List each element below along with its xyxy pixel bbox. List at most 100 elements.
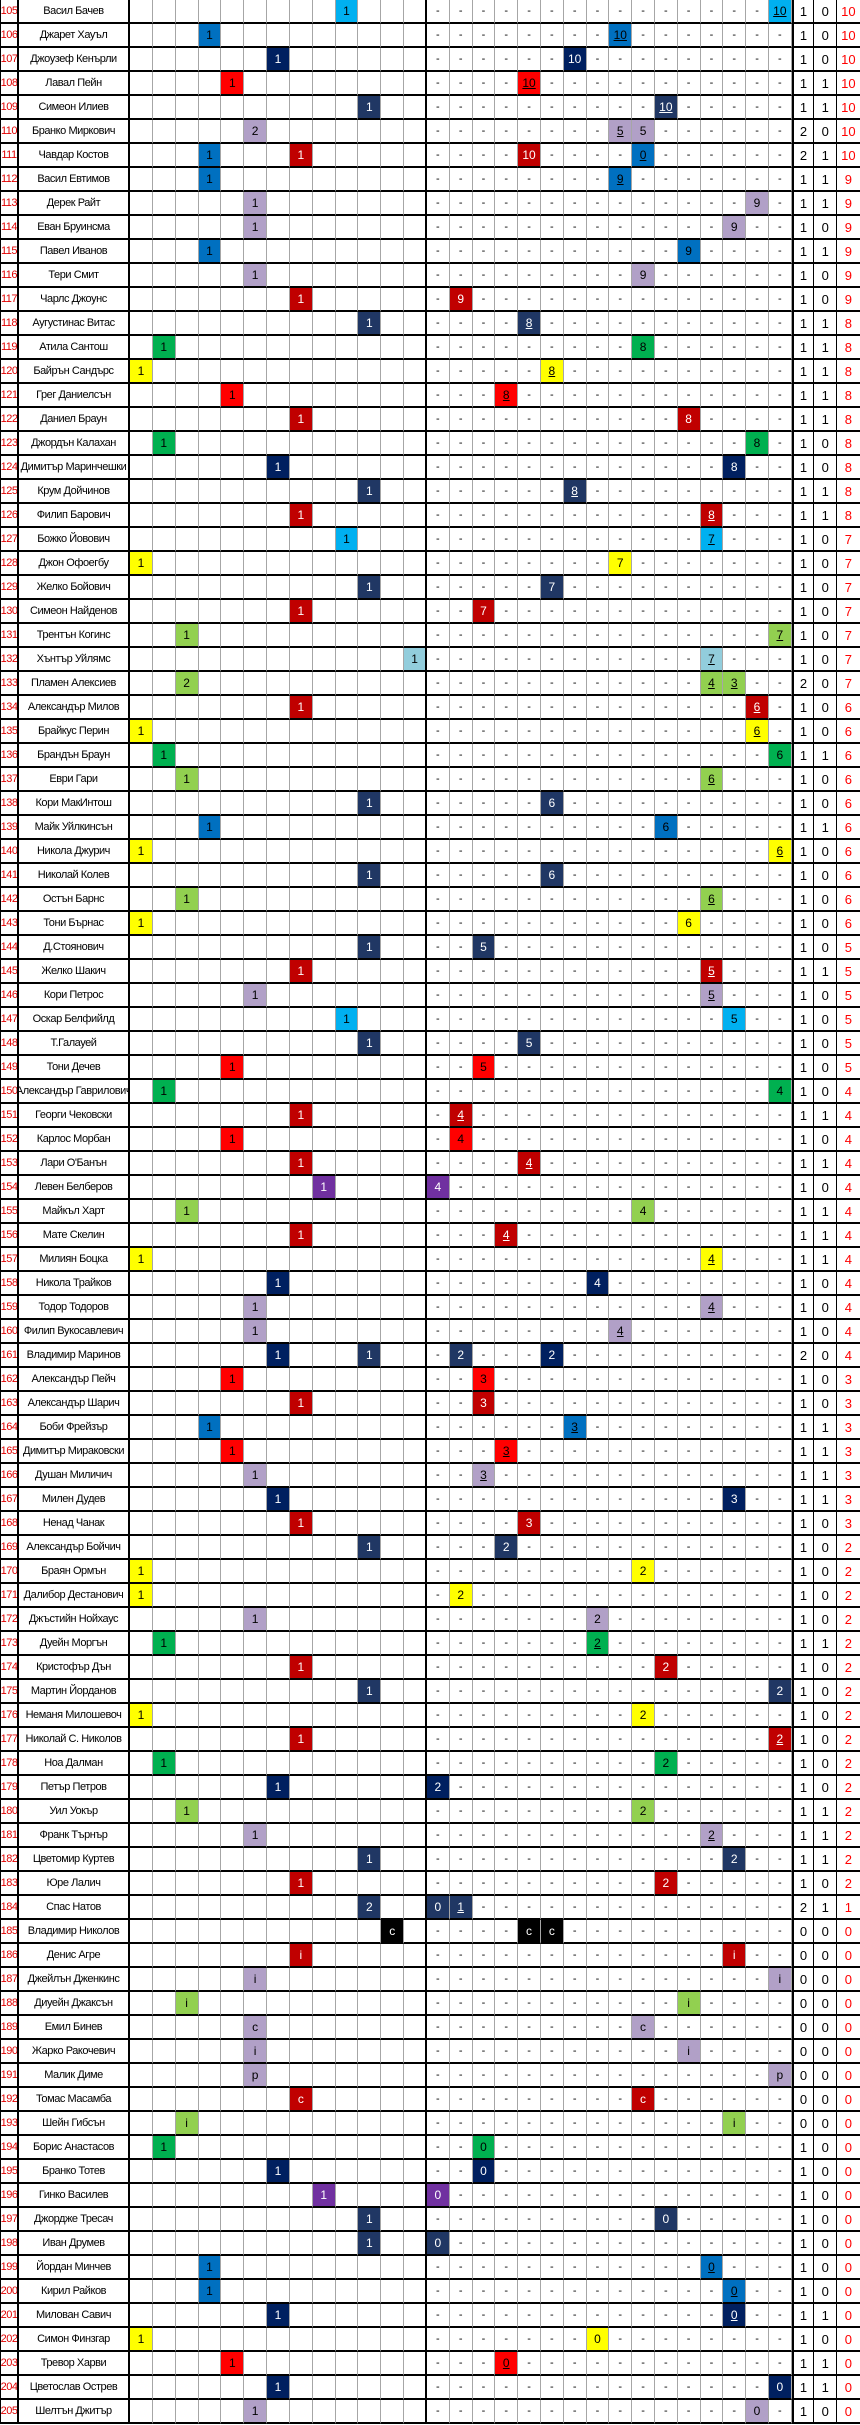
empty-mark: - bbox=[572, 1613, 577, 1625]
empty-mark: - bbox=[595, 2069, 600, 2081]
team-cell bbox=[358, 1176, 382, 1200]
team-mark-value: 1 bbox=[137, 1252, 145, 1266]
team-mark-value: 1 bbox=[228, 1060, 236, 1074]
round-cell: - bbox=[495, 2088, 519, 2112]
round-cell: - bbox=[723, 1824, 747, 1848]
row-number: 136 bbox=[0, 744, 19, 768]
empty-mark: - bbox=[732, 2021, 737, 2033]
team-cell bbox=[312, 1248, 336, 1272]
empty-mark: - bbox=[458, 581, 463, 593]
player-name: Александър Милов bbox=[19, 696, 130, 720]
round-mark: 8 bbox=[723, 456, 747, 480]
round-cell: - bbox=[677, 2184, 701, 2208]
round-cell: - bbox=[700, 1584, 724, 1608]
team-cell bbox=[221, 1704, 245, 1728]
empty-mark: - bbox=[732, 1541, 737, 1553]
round-cell: - bbox=[609, 648, 633, 672]
round-mark: 1 bbox=[449, 1896, 473, 1920]
round-cell: - bbox=[472, 1680, 496, 1704]
team-cell bbox=[244, 960, 268, 984]
empty-mark: - bbox=[595, 1469, 600, 1481]
team-cell bbox=[175, 480, 199, 504]
team-cell bbox=[152, 1800, 176, 1824]
empty-mark: - bbox=[686, 869, 691, 881]
team-mark: i bbox=[244, 2040, 268, 2064]
team-cell bbox=[289, 1680, 313, 1704]
empty-mark: - bbox=[777, 53, 782, 65]
team-cell bbox=[358, 672, 382, 696]
round-cell: - bbox=[472, 1512, 496, 1536]
empty-mark: - bbox=[618, 1997, 623, 2009]
team-cell bbox=[312, 264, 336, 288]
empty-mark: - bbox=[504, 2189, 509, 2201]
round-cell: - bbox=[586, 2256, 610, 2280]
player-name: Бранко Тотев bbox=[19, 2160, 130, 2184]
empty-mark: - bbox=[550, 1229, 554, 1241]
round-cell: - bbox=[632, 1320, 655, 1344]
round-cell: - bbox=[723, 1248, 747, 1272]
round-cell: - bbox=[654, 312, 678, 336]
round-cell: - bbox=[768, 456, 792, 480]
empty-mark: - bbox=[550, 245, 554, 257]
team-cell bbox=[404, 216, 427, 240]
empty-mark: - bbox=[527, 2237, 531, 2249]
round-cell: - bbox=[654, 2136, 678, 2160]
empty-mark: - bbox=[527, 821, 531, 833]
team-mark-value: 1 bbox=[366, 2212, 373, 2226]
empty-mark: - bbox=[595, 1901, 600, 1913]
round-cell: - bbox=[449, 1008, 473, 1032]
round-cell: - bbox=[426, 456, 450, 480]
team-cell bbox=[404, 1920, 427, 1944]
round-cell: - bbox=[472, 1656, 496, 1680]
empty-mark: - bbox=[641, 1157, 645, 1169]
round-cell: - bbox=[449, 864, 473, 888]
team-cell bbox=[312, 2040, 336, 2064]
round-mark: 4 bbox=[586, 1272, 610, 1296]
empty-mark: - bbox=[618, 1037, 623, 1049]
round-cell: - bbox=[768, 336, 792, 360]
empty-mark: - bbox=[527, 1325, 531, 1337]
team-cell bbox=[198, 936, 222, 960]
round-cell: - bbox=[586, 528, 610, 552]
team-cell bbox=[221, 1560, 245, 1584]
round-cell: - bbox=[746, 816, 769, 840]
empty-mark: - bbox=[436, 317, 440, 329]
empty-mark: - bbox=[709, 1733, 714, 1745]
round-cell: - bbox=[746, 1296, 769, 1320]
round-cell: - bbox=[495, 528, 519, 552]
round-cell: - bbox=[518, 0, 541, 24]
round-cell: - bbox=[563, 384, 587, 408]
team-cell bbox=[404, 1272, 427, 1296]
empty-mark: - bbox=[572, 293, 577, 305]
empty-mark: - bbox=[732, 1901, 737, 1913]
empty-mark: - bbox=[664, 1973, 668, 1985]
team-mark: 1 bbox=[267, 48, 290, 72]
round-cell: - bbox=[746, 1368, 769, 1392]
round-mark-value: 4 bbox=[616, 1324, 624, 1338]
team-mark: 1 bbox=[198, 240, 222, 264]
empty-mark: - bbox=[436, 1229, 440, 1241]
empty-mark: - bbox=[595, 1757, 600, 1769]
empty-mark: - bbox=[550, 1397, 554, 1409]
round-cell: - bbox=[449, 1320, 473, 1344]
empty-mark: - bbox=[458, 269, 463, 281]
team-cell bbox=[358, 744, 382, 768]
team-cell bbox=[198, 1320, 222, 1344]
team-cell bbox=[152, 1416, 176, 1440]
empty-mark: - bbox=[436, 941, 440, 953]
empty-mark: - bbox=[572, 773, 577, 785]
round-cell: - bbox=[746, 1992, 769, 2016]
total-2: 1 bbox=[814, 1464, 838, 1488]
player-name: Дерек Райт bbox=[19, 192, 130, 216]
round-cell: - bbox=[746, 1272, 769, 1296]
team-cell bbox=[130, 240, 153, 264]
empty-mark: - bbox=[436, 221, 440, 233]
empty-mark: - bbox=[595, 1445, 600, 1457]
empty-mark: - bbox=[618, 293, 623, 305]
round-mark: 9 bbox=[632, 264, 655, 288]
team-cell bbox=[335, 2160, 359, 2184]
round-cell: - bbox=[540, 48, 564, 72]
round-cell: - bbox=[746, 1944, 769, 1968]
team-cell bbox=[381, 312, 405, 336]
empty-mark: - bbox=[686, 1685, 691, 1697]
